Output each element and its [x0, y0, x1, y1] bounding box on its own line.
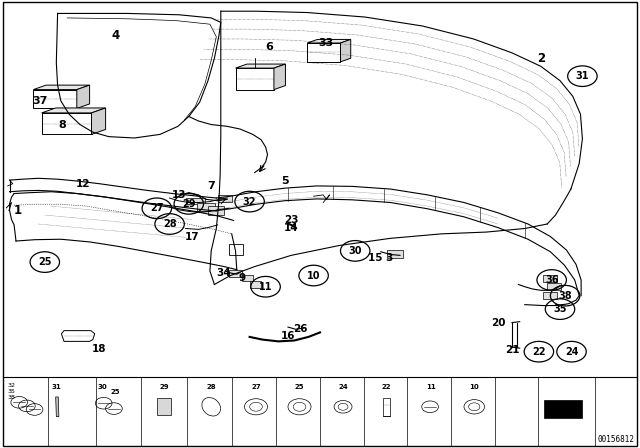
Text: 22: 22 — [532, 347, 546, 357]
Text: 00156812: 00156812 — [598, 435, 635, 444]
Text: 9: 9 — [238, 273, 246, 283]
Text: 15 3: 15 3 — [368, 253, 394, 263]
Bar — [387, 250, 403, 258]
Text: 26: 26 — [294, 324, 308, 334]
Bar — [543, 292, 557, 299]
Bar — [383, 398, 390, 416]
Text: 12: 12 — [76, 179, 90, 189]
Text: 35: 35 — [553, 304, 567, 314]
Text: 7: 7 — [207, 181, 215, 191]
Text: 28: 28 — [206, 384, 216, 390]
Text: 31: 31 — [51, 384, 61, 390]
Bar — [547, 283, 561, 290]
Bar — [197, 203, 215, 211]
Bar — [307, 43, 340, 62]
Text: 21: 21 — [505, 345, 519, 355]
Text: 1: 1 — [14, 204, 22, 217]
Text: 10: 10 — [307, 271, 321, 280]
Text: 2: 2 — [537, 52, 545, 65]
Text: 20: 20 — [491, 319, 505, 328]
Text: 32: 32 — [243, 197, 257, 207]
Polygon shape — [42, 108, 106, 113]
Text: 28: 28 — [163, 219, 177, 229]
Polygon shape — [56, 397, 59, 417]
Polygon shape — [33, 85, 90, 90]
Bar — [250, 281, 261, 288]
Text: 30: 30 — [97, 384, 108, 390]
Text: 32
35
38: 32 35 38 — [8, 383, 15, 400]
Bar — [157, 398, 171, 415]
Bar — [208, 206, 224, 215]
Text: 11: 11 — [259, 282, 273, 292]
Text: 29: 29 — [182, 199, 196, 209]
Text: 16: 16 — [281, 331, 295, 341]
Text: 27: 27 — [251, 384, 261, 390]
Bar — [42, 113, 92, 134]
Text: 24: 24 — [338, 384, 348, 390]
Text: 10: 10 — [469, 384, 479, 390]
Bar — [33, 90, 77, 108]
Polygon shape — [92, 108, 106, 134]
Text: 17: 17 — [185, 233, 199, 242]
Bar — [242, 275, 253, 281]
Bar — [544, 400, 582, 418]
Polygon shape — [340, 39, 351, 62]
Text: 29: 29 — [159, 384, 169, 390]
Text: 36: 36 — [545, 275, 559, 285]
Bar — [218, 195, 232, 202]
Text: 6: 6 — [265, 42, 273, 52]
Text: 27: 27 — [150, 203, 164, 213]
Text: 24: 24 — [564, 347, 579, 357]
Text: 5: 5 — [281, 177, 289, 186]
Text: 38: 38 — [558, 291, 572, 301]
Polygon shape — [77, 85, 90, 108]
Bar — [186, 198, 205, 204]
Text: 30: 30 — [348, 246, 362, 256]
Polygon shape — [61, 331, 95, 341]
Bar — [229, 270, 242, 277]
Text: 14: 14 — [284, 224, 298, 233]
Text: 11: 11 — [426, 384, 436, 390]
Polygon shape — [274, 64, 285, 90]
Ellipse shape — [202, 397, 221, 416]
Text: 25: 25 — [295, 384, 304, 390]
Text: 4: 4 — [111, 29, 119, 43]
Bar — [229, 244, 243, 255]
Text: 31: 31 — [575, 71, 589, 81]
Text: 34: 34 — [217, 268, 231, 278]
Bar — [543, 275, 557, 282]
Polygon shape — [236, 64, 285, 68]
Text: 33: 33 — [319, 38, 334, 47]
Text: 22: 22 — [382, 384, 391, 390]
Text: 25: 25 — [38, 257, 52, 267]
Text: 18: 18 — [92, 345, 106, 354]
Polygon shape — [307, 39, 351, 43]
Bar — [236, 68, 274, 90]
Text: 13: 13 — [172, 190, 186, 200]
Text: 37: 37 — [32, 96, 47, 106]
Text: 23: 23 — [284, 215, 298, 224]
Text: 8: 8 — [59, 121, 67, 130]
Text: 25: 25 — [111, 389, 120, 395]
